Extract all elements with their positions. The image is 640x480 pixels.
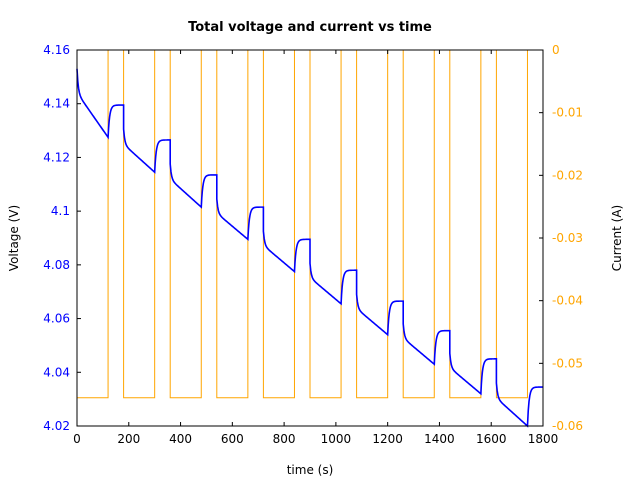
y-left-tick-label: 4.04 bbox=[43, 365, 70, 379]
x-tick-label: 1000 bbox=[321, 432, 352, 446]
y-right-tick-label: -0.06 bbox=[552, 419, 583, 433]
y-right-tick-label: -0.03 bbox=[552, 231, 583, 245]
chart-title: Total voltage and current vs time bbox=[188, 20, 432, 35]
voltage-series-line bbox=[76, 68, 543, 428]
y-left-tick-label: 4.16 bbox=[43, 43, 70, 57]
y-right-tick-label: -0.01 bbox=[552, 106, 583, 120]
y-left-tick-label: 4.1 bbox=[51, 204, 70, 218]
y-right-tick-label: -0.05 bbox=[552, 356, 583, 370]
y-axis-label-right: Current (A) bbox=[610, 205, 624, 271]
x-tick-label: 800 bbox=[273, 432, 296, 446]
y-left-tick-label: 4.12 bbox=[43, 150, 70, 164]
y-right-tick-label: -0.02 bbox=[552, 168, 583, 182]
plot-series bbox=[76, 49, 543, 428]
x-tick-label: 400 bbox=[169, 432, 192, 446]
y-axis-label-left: Voltage (V) bbox=[7, 205, 21, 271]
y-left-tick-label: 4.08 bbox=[43, 258, 70, 272]
x-tick-label: 0 bbox=[73, 432, 81, 446]
x-tick-label: 200 bbox=[117, 432, 140, 446]
x-tick-label: 1600 bbox=[476, 432, 507, 446]
y-left-tick-label: 4.02 bbox=[43, 419, 70, 433]
y-right-tick-label: 0 bbox=[552, 43, 560, 57]
x-tick-label: 1800 bbox=[528, 432, 559, 446]
x-tick-label: 1200 bbox=[372, 432, 403, 446]
y-left-tick-label: 4.14 bbox=[43, 97, 70, 111]
y-right-tick-label: -0.04 bbox=[552, 294, 583, 308]
current-series-line bbox=[77, 49, 543, 399]
x-tick-label: 600 bbox=[221, 432, 244, 446]
x-axis-label: time (s) bbox=[287, 463, 334, 477]
axes: 0 200 400 600 800 1000 1200 1400 1600 1800 4.02 4.0… bbox=[43, 43, 583, 446]
y-left-tick-label: 4.06 bbox=[43, 312, 70, 326]
x-tick-label: 1400 bbox=[424, 432, 455, 446]
